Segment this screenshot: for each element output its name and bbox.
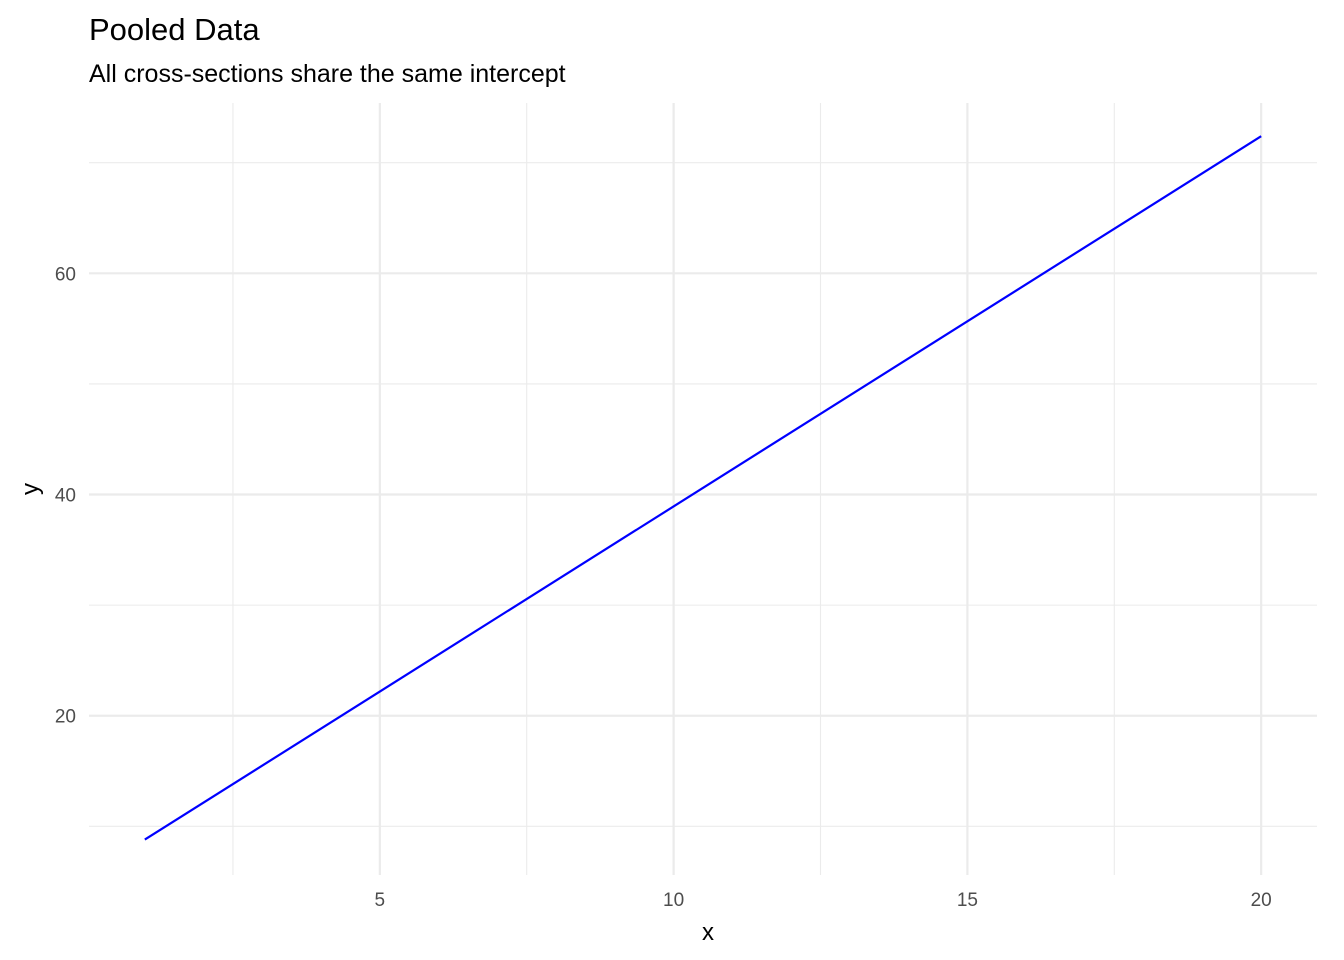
y-axis-title: y [17,483,44,495]
x-tick-label: 10 [663,890,684,911]
x-axis-ticks: 5 10 15 20 [375,890,1272,911]
series-line [144,135,1262,841]
x-tick-label: 5 [375,890,386,911]
x-tick-label: 20 [1251,890,1272,911]
y-tick-label: 20 [55,707,76,728]
y-axis-ticks: 20 40 60 [55,264,76,727]
chart-subtitle: All cross-sections share the same interc… [89,60,566,88]
series-layer [144,135,1262,841]
major-gridlines [89,103,1317,875]
plot-area [89,103,1317,875]
chart-title: Pooled Data [89,12,260,47]
y-tick-label: 40 [55,486,76,507]
x-tick-label: 15 [957,890,978,911]
x-axis-title: x [702,919,714,946]
minor-gridlines [89,103,1317,875]
y-tick-label: 60 [55,264,76,285]
